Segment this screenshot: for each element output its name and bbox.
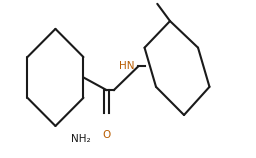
Text: HN: HN [119,61,134,71]
Text: NH₂: NH₂ [71,134,91,143]
Text: O: O [102,130,111,140]
